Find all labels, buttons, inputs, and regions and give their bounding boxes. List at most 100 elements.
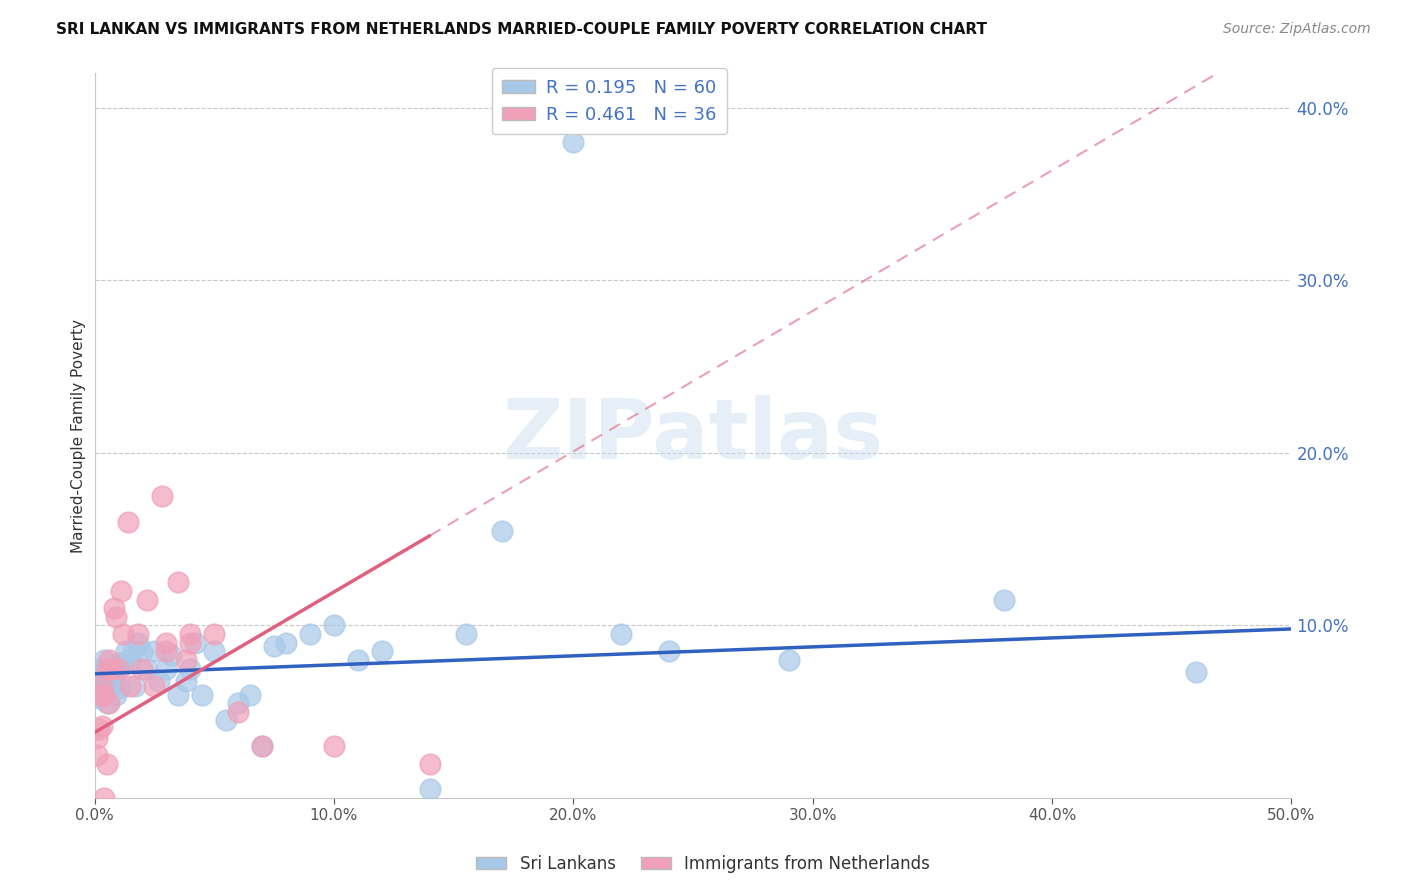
Point: [148, 673, 170, 688]
Point: [110, 657, 132, 671]
Point: [120, 679, 142, 693]
Text: ZIPatlas: ZIPatlas: [502, 395, 883, 476]
Point: [89, 688, 111, 702]
Point: [143, 644, 166, 658]
Point: [89, 690, 111, 705]
Point: [250, 739, 273, 754]
Point: [174, 673, 197, 688]
Point: [100, 662, 122, 676]
Point: [160, 648, 183, 662]
Point: [250, 739, 273, 754]
Point: [658, 644, 681, 658]
Point: [112, 627, 135, 641]
Point: [993, 592, 1015, 607]
Point: [97, 673, 120, 688]
Point: [131, 644, 153, 658]
Point: [127, 636, 149, 650]
Point: [110, 584, 132, 599]
Point: [419, 782, 441, 797]
Point: [96, 662, 118, 676]
Point: [184, 636, 207, 650]
Point: [155, 662, 177, 676]
Point: [491, 524, 513, 538]
Point: [120, 653, 142, 667]
Point: [150, 489, 173, 503]
Point: [167, 575, 190, 590]
Point: [90, 673, 112, 688]
Point: [298, 627, 321, 641]
Point: [202, 644, 225, 658]
Point: [96, 756, 118, 771]
Point: [107, 662, 129, 676]
Point: [93, 653, 115, 667]
Point: [191, 688, 214, 702]
Point: [97, 696, 120, 710]
Point: [131, 662, 153, 676]
Point: [202, 627, 225, 641]
Point: [86, 747, 108, 762]
Point: [89, 722, 111, 736]
Point: [179, 627, 201, 641]
Point: [105, 688, 128, 702]
Point: [93, 684, 115, 698]
Point: [215, 714, 238, 728]
Point: [610, 627, 633, 641]
Point: [103, 665, 125, 679]
Point: [97, 653, 120, 667]
Point: [114, 644, 136, 658]
Point: [179, 636, 201, 650]
Point: [167, 688, 190, 702]
Point: [86, 688, 108, 702]
Point: [124, 679, 146, 693]
Point: [90, 688, 112, 702]
Point: [89, 679, 111, 693]
Point: [174, 653, 197, 667]
Point: [96, 670, 118, 684]
Point: [90, 666, 112, 681]
Point: [155, 644, 177, 658]
Point: [93, 791, 115, 805]
Point: [100, 668, 122, 682]
Text: SRI LANKAN VS IMMIGRANTS FROM NETHERLANDS MARRIED-COUPLE FAMILY POVERTY CORRELAT: SRI LANKAN VS IMMIGRANTS FROM NETHERLAND…: [56, 22, 987, 37]
Point: [93, 662, 115, 676]
Point: [179, 662, 201, 676]
Point: [155, 636, 177, 650]
Point: [112, 657, 135, 671]
Point: [89, 662, 111, 676]
Point: [454, 627, 477, 641]
Point: [96, 696, 118, 710]
Point: [107, 657, 129, 671]
Point: [107, 681, 129, 695]
Point: [562, 135, 585, 149]
Point: [90, 679, 112, 693]
Point: [263, 639, 285, 653]
Point: [100, 679, 122, 693]
Point: [226, 705, 249, 719]
Point: [105, 610, 128, 624]
Point: [323, 739, 346, 754]
Point: [122, 644, 145, 658]
Legend: R = 0.195   N = 60, R = 0.461   N = 36: R = 0.195 N = 60, R = 0.461 N = 36: [492, 68, 727, 135]
Point: [86, 731, 108, 745]
Point: [226, 696, 249, 710]
Point: [117, 515, 139, 529]
Y-axis label: Married-Couple Family Poverty: Married-Couple Family Poverty: [72, 318, 86, 553]
Point: [419, 756, 441, 771]
Point: [127, 627, 149, 641]
Point: [97, 682, 120, 697]
Point: [1184, 665, 1206, 679]
Point: [239, 688, 262, 702]
Point: [143, 679, 166, 693]
Point: [323, 618, 346, 632]
Point: [103, 601, 125, 615]
Point: [90, 718, 112, 732]
Point: [136, 662, 159, 676]
Point: [86, 670, 108, 684]
Point: [274, 636, 297, 650]
Point: [371, 644, 394, 658]
Point: [103, 672, 125, 686]
Text: Source: ZipAtlas.com: Source: ZipAtlas.com: [1223, 22, 1371, 37]
Point: [347, 653, 370, 667]
Point: [93, 688, 115, 702]
Point: [778, 653, 800, 667]
